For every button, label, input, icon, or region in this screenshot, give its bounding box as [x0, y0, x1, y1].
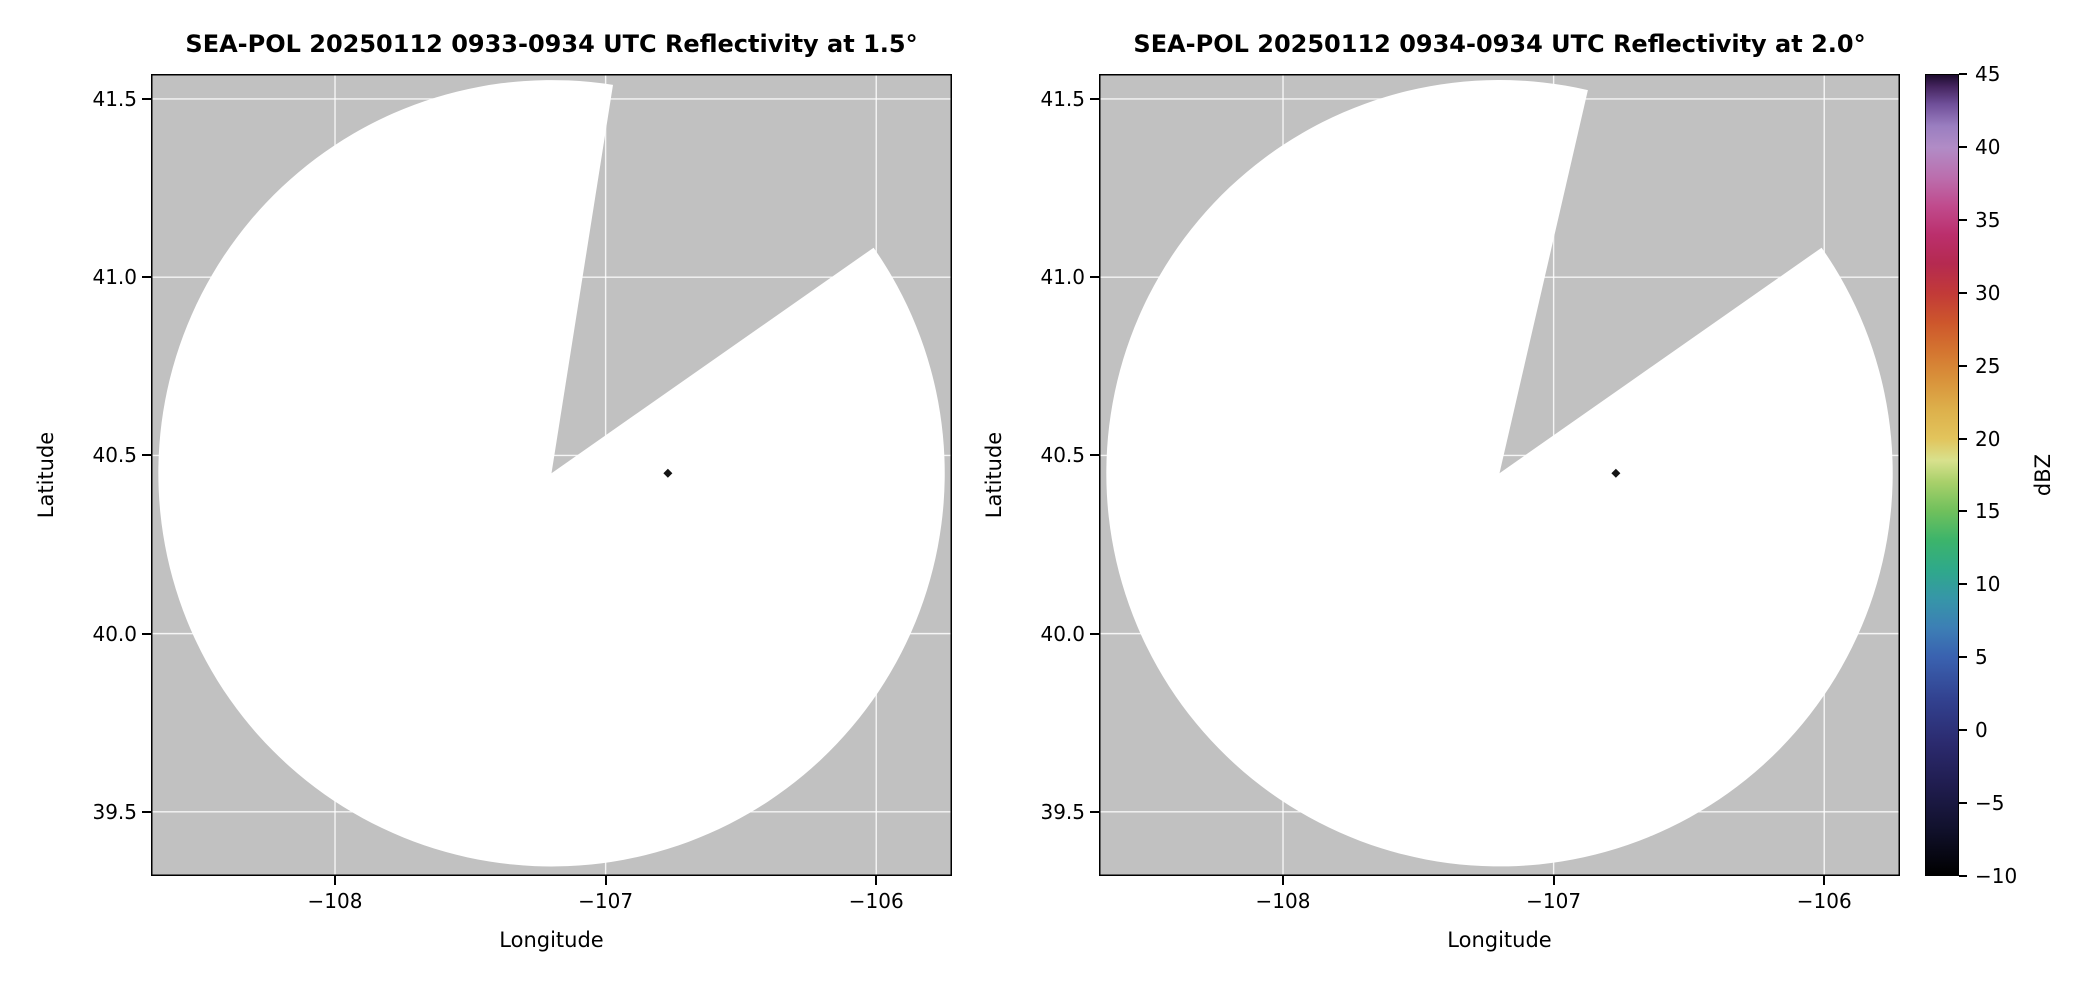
colorbar-tick-label: 0	[1975, 718, 1988, 743]
colorbar-tick-mark	[1959, 364, 1967, 367]
colorbar-tick-label: 25	[1975, 353, 2001, 378]
colorbar-tick-mark	[1959, 729, 1967, 732]
x-axis-label-right: Longitude	[1447, 928, 1552, 952]
x-tick-label: −108	[307, 889, 363, 913]
y-tick-label: 40.5	[92, 443, 137, 468]
y-tick-mark	[1090, 454, 1099, 457]
plot-border	[151, 74, 952, 876]
colorbar: 45 40 35 30 25 20 15 10 5 0 −5 −10 dBZ	[1925, 62, 2095, 888]
colorbar-tick-label: −10	[1975, 864, 2018, 888]
colorbar-ticks: 45 40 35 30 25 20 15 10 5 0 −5 −10	[1925, 62, 2095, 888]
colorbar-tick-mark	[1959, 145, 1967, 148]
radar-panel-left: SEA-POL 20250112 0933-0934 UTC Reflectiv…	[34, 30, 952, 952]
y-tick-mark	[1090, 632, 1099, 635]
colorbar-tick-mark	[1959, 437, 1967, 440]
x-tick-label: −106	[848, 889, 904, 913]
y-axis-label-left: Latitude	[34, 431, 58, 519]
plot-border	[1099, 74, 1900, 876]
x-tick-label: −107	[578, 889, 634, 913]
colorbar-tick-label: −5	[1975, 791, 2005, 816]
colorbar-tick-mark	[1959, 218, 1967, 221]
y-tick-label: 39.5	[92, 799, 137, 824]
x-tick-mark	[1823, 876, 1826, 885]
y-tick-label: 39.5	[1040, 799, 1085, 824]
x-tick-mark	[875, 876, 878, 885]
y-tick-mark	[1090, 810, 1099, 813]
x-tick-mark	[604, 876, 607, 885]
radar-panel-right: SEA-POL 20250112 0934-0934 UTC Reflectiv…	[982, 30, 1900, 952]
colorbar-tick-mark	[1959, 656, 1967, 659]
y-tick-label: 41.0	[92, 265, 137, 290]
ppi-plot-canvas-right	[1099, 74, 1900, 876]
panel-title-right: SEA-POL 20250112 0934-0934 UTC Reflectiv…	[1133, 30, 1866, 58]
colorbar-tick-mark	[1959, 875, 1967, 877]
x-tick-mark	[1552, 876, 1555, 885]
colorbar-tick-label: 5	[1975, 645, 1988, 670]
y-tick-label: 40.0	[1040, 621, 1085, 646]
colorbar-tick-label: 10	[1975, 572, 2001, 597]
y-tick-mark	[1090, 276, 1099, 279]
colorbar-tick-label: 15	[1975, 499, 2001, 524]
y-tick-mark	[142, 810, 151, 813]
y-tick-label: 40.5	[1040, 443, 1085, 468]
colorbar-gradient	[1925, 74, 1959, 876]
colorbar-tick-mark	[1959, 583, 1967, 586]
echo-point	[663, 468, 673, 478]
x-tick-mark	[1282, 876, 1284, 885]
x-axis-label-left: Longitude	[499, 928, 604, 952]
y-tick-label: 41.0	[1040, 265, 1085, 290]
y-tick-label: 41.5	[1040, 86, 1085, 111]
colorbar-tick-mark	[1959, 291, 1967, 294]
y-tick-mark	[142, 454, 151, 457]
y-tick-mark	[142, 97, 151, 100]
echo-point	[1611, 468, 1621, 478]
y-tick-mark	[142, 276, 151, 279]
colorbar-tick-label: 40	[1975, 134, 2001, 159]
x-tick-label: −106	[1796, 889, 1852, 913]
y-tick-mark	[1090, 97, 1099, 100]
radar-coverage-disk	[1106, 80, 1893, 867]
y-axis-label-right: Latitude	[982, 431, 1006, 519]
colorbar-tick-label: 30	[1975, 280, 2001, 305]
y-tick-label: 41.5	[92, 86, 137, 111]
ppi-plot-canvas-left	[151, 74, 952, 876]
colorbar-tick-mark	[1959, 802, 1967, 805]
colorbar-tick-label: 35	[1975, 207, 2001, 232]
colorbar-tick-mark	[1959, 510, 1967, 513]
colorbar-label: dBZ	[2031, 453, 2055, 497]
colorbar-tick-label: 20	[1975, 426, 2001, 451]
y-tick-mark	[142, 632, 151, 635]
x-tick-label: −107	[1526, 889, 1582, 913]
panel-title-left: SEA-POL 20250112 0933-0934 UTC Reflectiv…	[185, 30, 918, 58]
colorbar-tick-mark	[1959, 73, 1967, 75]
y-tick-label: 40.0	[92, 621, 137, 646]
x-tick-mark	[334, 876, 336, 885]
colorbar-tick-label: 45	[1975, 62, 2001, 86]
radar-coverage-disk	[158, 80, 945, 867]
x-tick-label: −108	[1255, 889, 1311, 913]
